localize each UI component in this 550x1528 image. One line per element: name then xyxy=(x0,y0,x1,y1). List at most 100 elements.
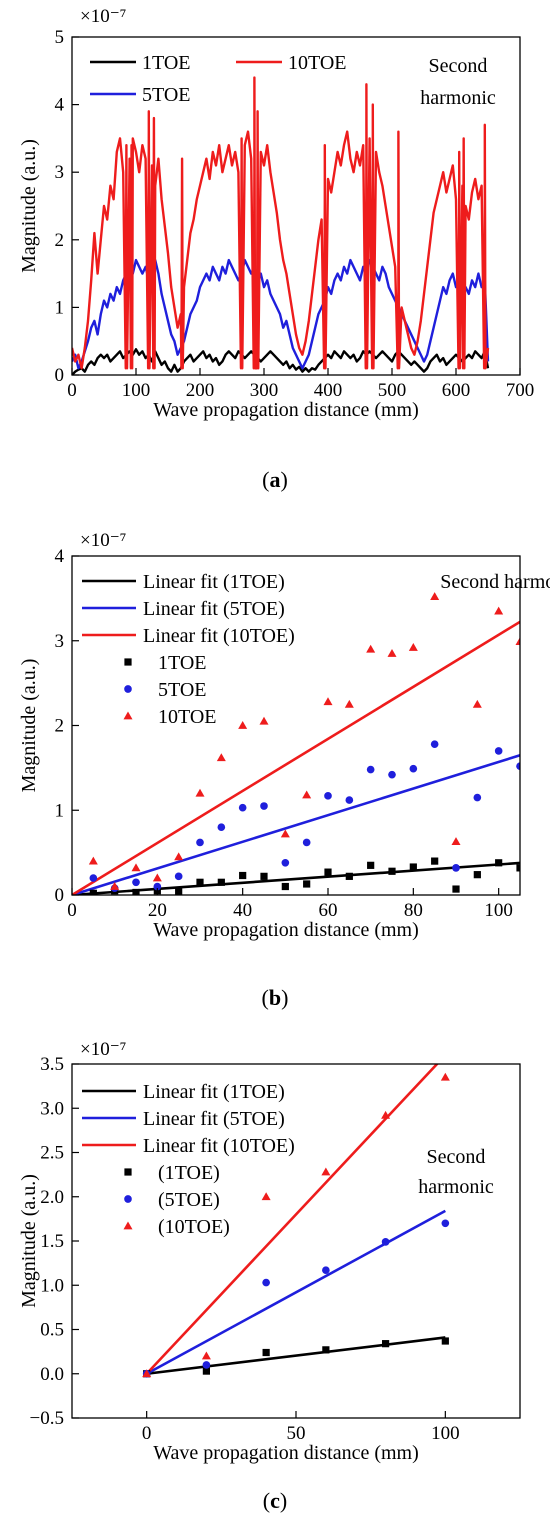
data-point-5TOE-20 xyxy=(202,1361,211,1369)
y-tick-label-0.5: 0.5 xyxy=(40,1320,64,1341)
data-point-10TOE-80 xyxy=(408,643,418,651)
x-tick-label-60: 60 xyxy=(319,900,338,921)
x-tick-label-200: 200 xyxy=(186,380,215,401)
legend-label-10TOE: 10TOE xyxy=(288,52,347,74)
data-point-1TOE-105 xyxy=(516,864,520,872)
data-point-5TOE-100 xyxy=(494,747,503,755)
data-point-10TOE-40 xyxy=(238,721,248,729)
y-tick-label-1: 1 xyxy=(55,297,65,318)
legend-marker-1TOE xyxy=(124,658,132,666)
data-point-10TOE-60 xyxy=(321,1167,331,1176)
y-tick-label-5: 5 xyxy=(55,27,65,48)
chart-panel-a: 0 100 200 300 400 500 600 700 0 1 2 3 4 5 Wave propaga… xyxy=(18,6,534,421)
y-axis-label-c: Magnitude (a.u.) xyxy=(18,1174,40,1308)
data-point-10TOE-85 xyxy=(430,592,440,601)
x-tick-label-600: 600 xyxy=(442,380,471,401)
x-tick-label-40: 40 xyxy=(233,900,252,921)
legend-label-5TOE: 5TOE xyxy=(142,84,191,106)
y-tick-label-1: 1.0 xyxy=(40,1275,64,1296)
data-point-5TOE-60 xyxy=(324,792,332,800)
data-point-10TOE-45 xyxy=(259,716,269,725)
data-point-5TOE-40 xyxy=(262,1278,270,1287)
data-point-10TOE-75 xyxy=(387,648,397,657)
data-point-10TOE-35 xyxy=(216,753,226,762)
data-point-1TOE-85 xyxy=(431,857,439,865)
data-point-1TOE-100 xyxy=(495,859,503,867)
data-point-5TOE-45 xyxy=(260,802,268,810)
data-point-10TOE-30 xyxy=(195,788,205,797)
data-point-1TOE-60 xyxy=(322,1346,330,1354)
y-tick-label-4: 4 xyxy=(55,95,65,116)
data-point-1TOE-45 xyxy=(260,872,268,880)
legend-label-Linear-fit-10TOE-: Linear fit (10TOE) xyxy=(143,1135,295,1157)
annotation-a-1: harmonic xyxy=(420,87,496,109)
data-point-5TOE-25 xyxy=(174,872,183,881)
y-axis-label-b: Magnitude (a.u.) xyxy=(18,659,40,793)
data-point-10TOE-100 xyxy=(440,1072,450,1081)
data-point-5TOE-5 xyxy=(89,874,98,882)
data-point-5TOE-105 xyxy=(516,762,520,771)
data-point-1TOE-25 xyxy=(175,888,183,895)
x-tick-label-100: 100 xyxy=(122,380,151,401)
fit-line-Linear-fit-5TOE- xyxy=(72,754,520,895)
plot-area-b xyxy=(72,592,520,895)
data-point-5TOE-35 xyxy=(217,823,226,832)
data-point-5TOE-40 xyxy=(238,803,247,812)
x-tick-label-300: 300 xyxy=(250,380,279,401)
y-tick-label-3: 3 xyxy=(55,162,65,183)
data-point-10TOE-25 xyxy=(174,852,184,861)
data-point-1TOE-95 xyxy=(473,871,481,879)
legend-marker-5TOE xyxy=(124,685,132,693)
series-line-1TOE xyxy=(72,348,490,375)
y-tick-label-2.5: 2.5 xyxy=(40,1143,64,1164)
legend-label-Linear-fit-10TOE-: Linear fit (10TOE) xyxy=(143,625,295,647)
data-point-1TOE-15 xyxy=(132,888,140,895)
y-tick-label-3: 3.0 xyxy=(40,1098,64,1119)
data-point-1TOE-80 xyxy=(409,863,417,871)
annotation-c-0: Second xyxy=(427,1146,486,1168)
legend-marker-10TOE xyxy=(123,1221,133,1230)
data-point-1TOE-100 xyxy=(441,1337,449,1345)
caption-c: (c) xyxy=(262,1488,288,1513)
data-point-5TOE-85 xyxy=(430,740,439,748)
caption-a: (a) xyxy=(262,467,288,492)
fit-line-Linear-fit-10TOE- xyxy=(145,1064,439,1375)
data-point-5TOE-90 xyxy=(452,864,460,872)
data-point-1TOE-75 xyxy=(388,867,396,875)
fit-line-Linear-fit-1TOE- xyxy=(146,1336,446,1376)
y-tick-label-0: 0.0 xyxy=(40,1364,64,1385)
x-tick-label-20: 20 xyxy=(148,900,167,921)
legend-label-Linear-fit-5TOE-: Linear fit (5TOE) xyxy=(143,1108,285,1130)
x-tick-label-700: 700 xyxy=(506,380,535,401)
data-point-1TOE-65 xyxy=(345,872,353,880)
legend-marker-10TOE xyxy=(123,711,133,720)
x-tick-label-0: 0 xyxy=(142,1423,152,1444)
x-tick-label-50: 50 xyxy=(287,1423,306,1444)
legend-label-1TOE: (1TOE) xyxy=(158,1162,220,1184)
chart-panel-b: 0 20 40 60 80 100 0 1 2 3 4 Wave propagation distan… xyxy=(18,530,550,941)
series-line-5TOE xyxy=(72,258,490,370)
x-tick-label-100: 100 xyxy=(431,1423,460,1444)
data-point-1TOE-20 xyxy=(202,1367,210,1375)
data-point-10TOE-20 xyxy=(201,1351,211,1360)
data-point-10TOE-80 xyxy=(381,1110,391,1119)
x-tick-label-500: 500 xyxy=(378,380,407,401)
axes-frame-c xyxy=(71,1063,521,1419)
y-tick-label-4: 4 xyxy=(55,546,65,567)
legend-label-Linear-fit-5TOE-: Linear fit (5TOE) xyxy=(143,598,285,620)
axes-frame-a xyxy=(71,36,521,376)
data-point-5TOE-50 xyxy=(281,858,290,867)
data-point-5TOE-30 xyxy=(196,838,204,847)
fit-line-Linear-fit-1TOE- xyxy=(72,861,520,895)
data-point-10TOE-60 xyxy=(323,697,333,706)
y-tick-label-2: 2 xyxy=(55,230,65,251)
data-point-10TOE-15 xyxy=(131,863,141,872)
axis-exponent-c: ×10⁻⁷ xyxy=(80,1039,126,1060)
y-tick-label-0: 0 xyxy=(55,885,65,906)
annotation-a-0: Second xyxy=(429,55,488,77)
data-point-5TOE-65 xyxy=(345,796,354,804)
x-tick-label-400: 400 xyxy=(314,380,343,401)
data-point-1TOE-40 xyxy=(239,871,247,880)
data-point-10TOE-0 xyxy=(142,1369,152,1378)
